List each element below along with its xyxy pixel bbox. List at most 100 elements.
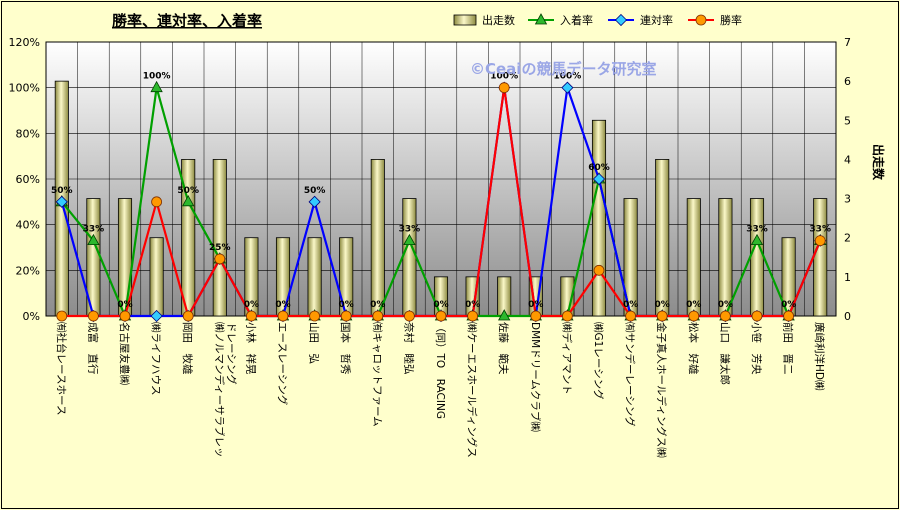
point-marker (308, 195, 321, 208)
point-marker (656, 310, 668, 322)
y-axis-right: 0 1 2 3 4 5 6 7 (844, 36, 851, 323)
x-category-label: 廣崎利洋HD㈱ (813, 322, 826, 391)
point-marker (498, 82, 510, 94)
data-labels: 50% 33% 0% 100% 50% 25% 0% 0% 50% 0% 0% 33% 0% 0% 100%… (51, 72, 831, 310)
x-category-label: DMMドリームクラブ㈱ (529, 322, 542, 432)
x-category-label: ㈲社台レースホース (55, 322, 68, 415)
point-marker (530, 310, 542, 322)
point-marker (562, 310, 573, 322)
x-category-label: ㈲サンデーレーシング (624, 322, 637, 427)
bar (813, 198, 828, 317)
point-marker (55, 195, 68, 208)
bar (718, 198, 733, 317)
point-marker (56, 310, 68, 322)
x-axis-categories: ㈲社台レースホース 成富 直行 名古屋友豊㈱ ㈱ライフハウス 岡田 牧雄 ㈱ノルマンディー… (55, 322, 826, 458)
point-marker (151, 196, 163, 208)
x-category-label: 奈村 睦弘 (402, 322, 415, 375)
point-marker (214, 253, 226, 265)
data-label: 50% (304, 186, 326, 196)
legend-marker (614, 13, 628, 27)
legend-label: 入着率 (560, 13, 593, 27)
point-marker (277, 310, 289, 322)
x-category-label: ㈱ディアマント (560, 322, 573, 395)
data-label: 0% (686, 300, 701, 310)
legend-label: 出走数 (482, 13, 515, 27)
bar (591, 119, 607, 317)
y-tick-label: 120% (9, 36, 40, 49)
y2-tick-label: 0 (844, 310, 851, 323)
gridlines (46, 42, 836, 316)
point-marker (592, 172, 606, 186)
x-category-label: 佐藤 範夫 (497, 322, 510, 375)
y2-tick-label: 4 (844, 153, 851, 166)
data-label: 0% (623, 300, 638, 310)
point-marker (403, 310, 415, 322)
x-category-label: ㈱ノルマンディーサラブレッドレーシング (213, 322, 238, 458)
chart-title: 勝率、連対率、入着率 (112, 12, 262, 30)
data-label: 100% (490, 72, 518, 82)
point-marker (87, 233, 100, 246)
legend-marker (695, 14, 707, 26)
y-tick-label: 40% (16, 219, 40, 232)
data-label: 25% (209, 243, 231, 253)
legend-label: 連対率 (640, 13, 673, 27)
y2-tick-label: 6 (844, 75, 851, 88)
point-marker (720, 310, 731, 322)
x-category-label: ㈱ケーエスホールディングス (466, 322, 479, 458)
data-label: 0% (244, 300, 259, 310)
y2-tick-label: 3 (844, 193, 851, 206)
point-marker (182, 195, 195, 207)
data-label: 0% (781, 300, 796, 310)
x-category-label: 成富 直行 (86, 322, 99, 375)
point-marker (625, 310, 636, 322)
point-marker (435, 310, 447, 322)
y2-tick-label: 2 (844, 232, 851, 245)
point-marker (150, 80, 163, 93)
point-marker (150, 309, 163, 323)
bar (655, 159, 670, 317)
bar (370, 159, 385, 317)
data-label: 50% (51, 186, 73, 196)
line-series (55, 80, 827, 323)
y2-tick-label: 1 (844, 271, 851, 284)
point-marker (372, 310, 384, 322)
point-marker (119, 310, 131, 322)
data-label: 100% (553, 72, 581, 82)
point-marker (751, 310, 763, 322)
point-marker (309, 310, 321, 322)
bar-series (54, 80, 828, 317)
x-category-label: 小笹 芳央 (750, 322, 763, 375)
point-marker (403, 233, 416, 246)
data-label: 33% (83, 225, 105, 235)
x-category-label: ㈲キャロットファーム (371, 322, 383, 427)
point-marker (814, 235, 826, 247)
x-category-label: 山田 弘 (308, 322, 320, 364)
y2-tick-label: 7 (844, 36, 851, 49)
data-label: 0% (117, 300, 132, 310)
watermark: ©Ceaiの競馬データ研究室 (470, 60, 656, 78)
point-marker (750, 233, 764, 246)
x-category-label: エースレーシング (276, 322, 289, 406)
point-marker (467, 310, 479, 322)
y-tick-label: 100% (9, 82, 40, 95)
x-category-label: 国本 哲秀 (339, 322, 352, 375)
y2-axis-label: 出走数 (871, 144, 886, 181)
legend-swatch (453, 14, 477, 26)
data-label: 0% (433, 300, 448, 310)
legend: 出走数 入着率 連対率 勝率 (453, 13, 742, 27)
x-category-label-line: ㈱ノルマンディーサラブレッ (213, 322, 226, 458)
point-marker (340, 310, 352, 322)
x-category-label: 岡田 牧雄 (181, 322, 194, 375)
y2-tick-label: 5 (844, 114, 851, 127)
y-axis-left: 0% 20% 40% 60% 80% 100% 120% (9, 36, 40, 323)
data-label: 33% (746, 225, 768, 235)
x-category-label-line: ドレーシング (225, 322, 238, 385)
x-category-label: 松本 好雄 (687, 322, 700, 375)
y-tick-label: 0% (23, 310, 40, 323)
y-tick-label: 20% (16, 264, 40, 277)
data-label: 60% (588, 163, 610, 173)
x-category-label: 小林 祥晃 (244, 322, 257, 375)
y-tick-label: 60% (16, 173, 40, 186)
